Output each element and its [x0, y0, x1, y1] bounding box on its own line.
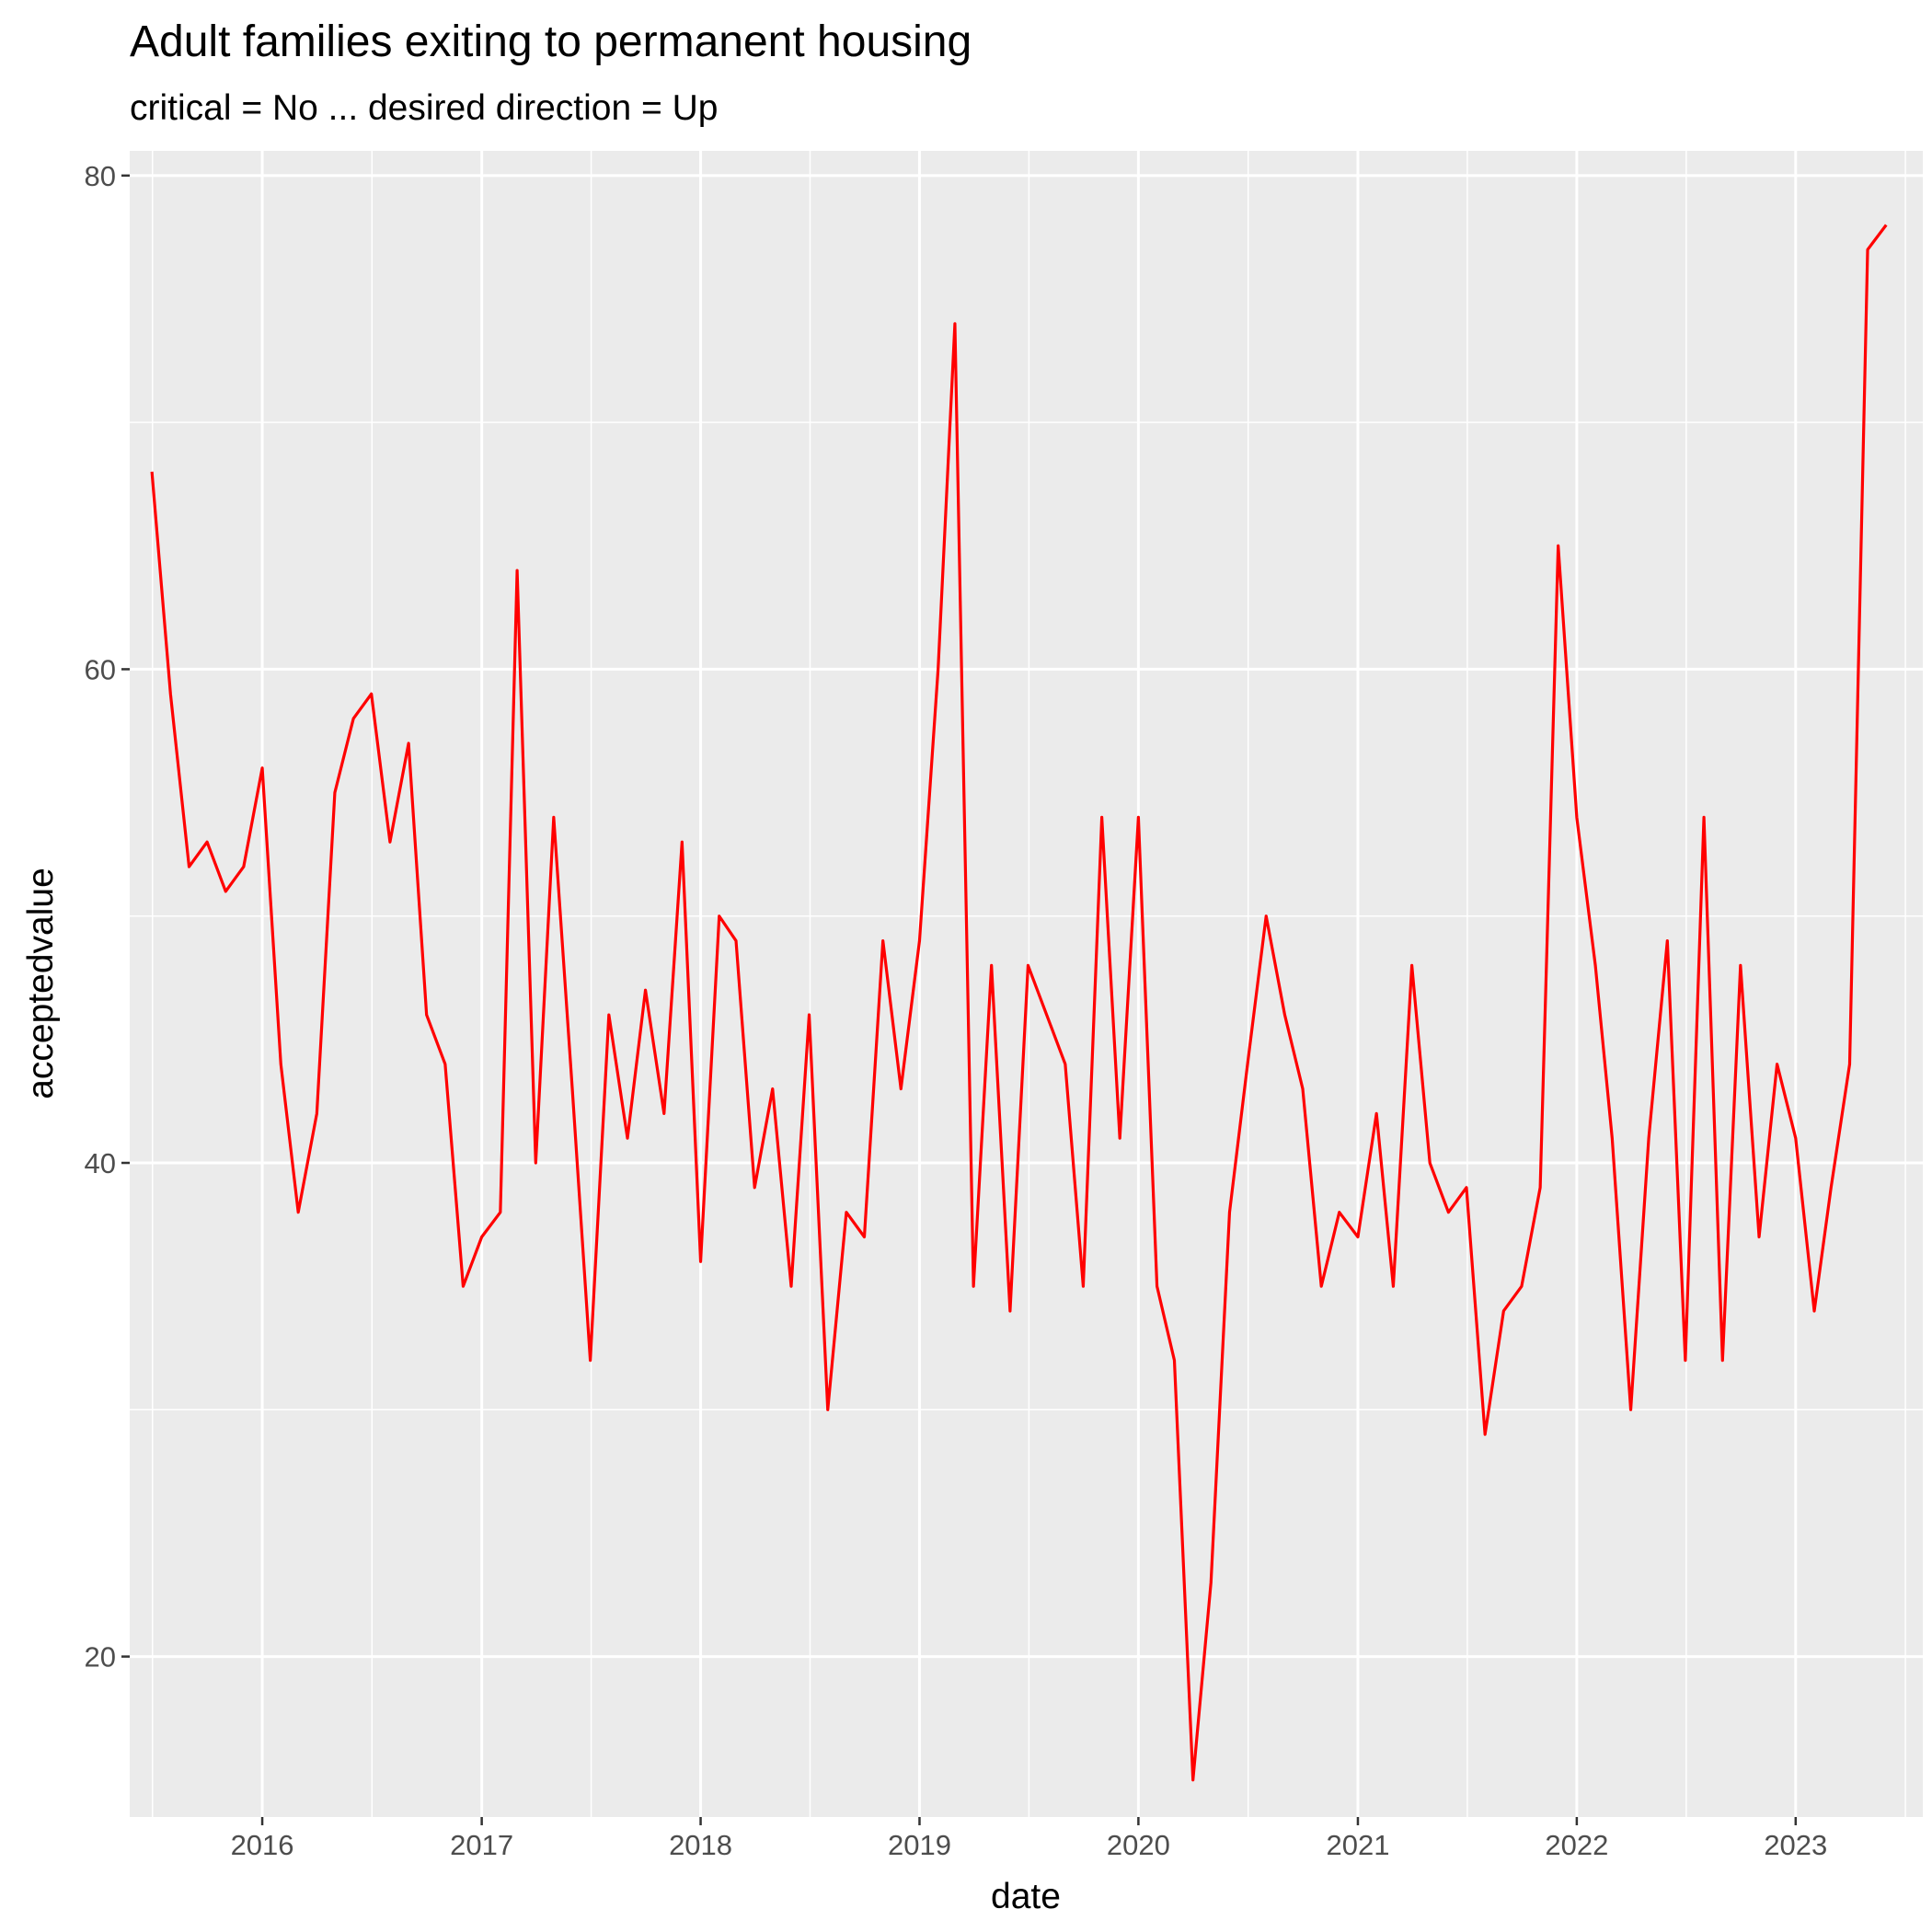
- x-axis-title: date: [991, 1877, 1061, 1916]
- major-gridlines: [130, 151, 1923, 1817]
- x-tick-label: 2019: [888, 1829, 951, 1861]
- x-tick-label: 2021: [1326, 1829, 1389, 1861]
- y-axis: 20 40 60 80: [85, 160, 130, 1673]
- y-tick-label: 40: [85, 1147, 116, 1179]
- minor-gridlines: [130, 151, 1923, 1817]
- x-tick-label: 2016: [231, 1829, 294, 1861]
- x-tick-label: 2023: [1764, 1829, 1827, 1861]
- y-axis-title: acceptedvalue: [21, 868, 61, 1099]
- x-axis: 2016 2017 2018 2019 2020 2021 2022 2023: [231, 1817, 1827, 1861]
- x-tick-label: 2020: [1107, 1829, 1170, 1861]
- y-tick-label: 60: [85, 653, 116, 685]
- y-tick-label: 20: [85, 1641, 116, 1673]
- x-tick-label: 2022: [1545, 1829, 1608, 1861]
- chart-subtitle: critical = No ... desired direction = Up: [130, 88, 718, 128]
- x-tick-label: 2018: [669, 1829, 732, 1861]
- y-tick-label: 80: [85, 160, 116, 192]
- series-line: [150, 224, 1888, 1782]
- x-tick-label: 2017: [450, 1829, 513, 1861]
- chart-title: Adult families exiting to permanent hous…: [130, 17, 972, 66]
